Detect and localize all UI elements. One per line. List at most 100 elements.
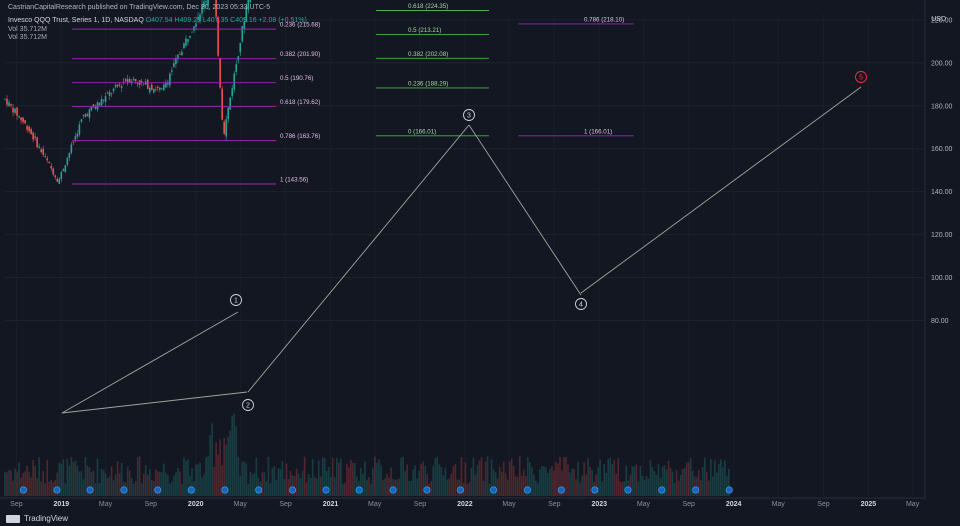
tradingview-logo[interactable]: TradingView: [6, 514, 68, 523]
volume-bar: [100, 468, 103, 496]
volume-bar: [535, 480, 537, 496]
volume-bar: [722, 467, 724, 496]
volume-bar: [72, 461, 75, 496]
volume-bar: [229, 430, 232, 496]
wave-label: 3: [467, 113, 471, 120]
volume-bar: [183, 457, 185, 496]
volume-bar: [518, 456, 521, 496]
trend-line: [61, 391, 248, 414]
volume-bar: [217, 454, 219, 496]
volume-bar: [380, 465, 382, 496]
dividend-marker: [154, 486, 162, 494]
volume-bar: [406, 464, 408, 496]
volume-bar: [366, 479, 368, 496]
volume-bar: [132, 483, 135, 496]
volume-bar: [50, 479, 53, 496]
candle-body: [249, 0, 252, 2]
volume-bar: [440, 466, 443, 496]
volume-bar: [356, 476, 358, 496]
volume-bar: [209, 435, 211, 496]
volume-bar: [448, 478, 451, 496]
candle-body: [36, 137, 38, 148]
volume-bar: [243, 461, 246, 496]
candle-body: [215, 0, 217, 17]
wave-label-circle: [855, 71, 867, 83]
volume-bar: [444, 467, 447, 496]
volume-bar: [64, 483, 67, 496]
candle-body: [229, 97, 232, 110]
volume-bar: [687, 462, 690, 496]
volume-bar: [354, 462, 356, 496]
candle-body: [130, 81, 133, 84]
dividend-marker: [19, 486, 27, 494]
candle-body: [110, 93, 113, 94]
volume-bar: [267, 456, 270, 496]
volume-bar: [677, 480, 680, 496]
x-tick-label: Sep: [682, 501, 695, 508]
fib-level-label: 0 (166.01): [408, 128, 436, 135]
volume-bar: [22, 472, 24, 496]
volume-bar: [263, 472, 266, 496]
symbol-legend[interactable]: Invesco QQQ Trust, Series 1, 1D, NASDAQ …: [8, 16, 307, 25]
dividend-marker: [187, 486, 195, 494]
trend-line: [468, 124, 582, 296]
volume-bar: [372, 468, 374, 496]
volume-bar: [452, 466, 455, 496]
candle-body: [102, 99, 105, 101]
volume-bar: [390, 467, 392, 496]
fib-level-label: 0.236 (188.29): [408, 80, 448, 87]
fib-level-label: 0.382 (202.08): [408, 51, 448, 58]
volume-bar: [613, 459, 616, 496]
volume-bar: [289, 470, 292, 496]
volume-bar: [171, 481, 173, 496]
volume-bar: [561, 470, 563, 496]
trend-line: [61, 311, 239, 414]
volume-bar: [711, 476, 714, 496]
volume-bar: [146, 474, 149, 496]
dividend-marker: [523, 486, 531, 494]
candle-body: [128, 78, 131, 82]
candle-body: [148, 87, 151, 93]
volume-bar: [235, 426, 238, 496]
candle-body: [247, 0, 250, 10]
candle-body: [32, 132, 34, 140]
x-tick-label: Sep: [414, 501, 427, 508]
volume-bar: [633, 466, 636, 496]
candle-body: [38, 146, 40, 148]
volume-bar: [215, 442, 217, 496]
volume-bar: [398, 478, 400, 496]
candle-body: [239, 42, 242, 53]
y-tick-label: 160.00: [931, 146, 953, 153]
volume-bar: [6, 472, 8, 496]
candle-body: [42, 148, 45, 155]
dividend-marker: [120, 486, 128, 494]
volume-bar: [528, 462, 531, 496]
published-by: CastrianCapitalResearch published on Tra…: [8, 4, 271, 11]
volume-bar: [665, 469, 668, 496]
volume-bar: [565, 456, 567, 496]
volume-bar: [472, 457, 475, 496]
x-tick-label: Sep: [10, 501, 23, 508]
volume-bar: [699, 480, 702, 496]
volume-bar: [199, 462, 201, 496]
volume-bar: [68, 465, 71, 496]
volume-bar: [134, 481, 137, 496]
volume-bar: [315, 478, 318, 496]
volume-bar: [191, 468, 193, 496]
volume-bar: [159, 471, 161, 496]
volume-bar: [269, 483, 272, 496]
volume-bar: [468, 482, 471, 496]
dividend-marker: [725, 486, 733, 494]
volume-bar: [623, 481, 626, 496]
candle-body: [58, 178, 61, 185]
volume-bar: [265, 481, 268, 496]
volume-bar: [418, 470, 421, 496]
volume-bar: [58, 462, 61, 496]
volume-bar: [426, 474, 429, 496]
volume-bar: [211, 423, 213, 496]
volume-bar: [360, 467, 362, 496]
volume-bar: [651, 466, 654, 496]
volume-bar: [203, 474, 205, 496]
volume-bar: [713, 460, 716, 496]
